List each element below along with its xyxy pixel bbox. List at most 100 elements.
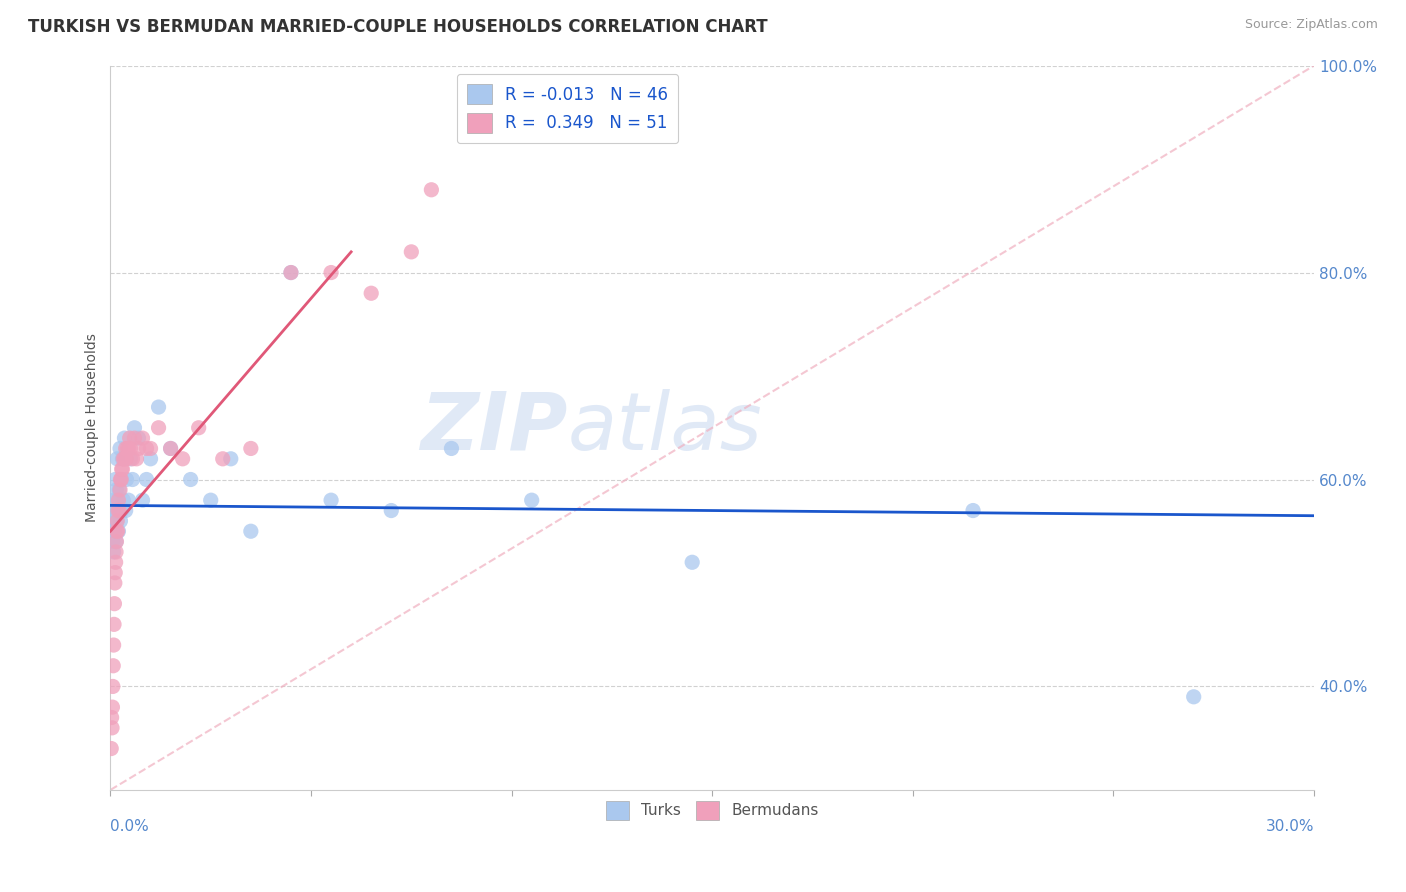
- Point: [105, 514, 128, 528]
- Point: [101, 534, 124, 549]
- Point: [128, 431, 150, 445]
- Point: [420, 183, 443, 197]
- Point: [107, 493, 129, 508]
- Point: [319, 266, 342, 280]
- Point: [131, 493, 153, 508]
- Point: [108, 483, 131, 497]
- Point: [101, 700, 124, 714]
- Point: [105, 534, 128, 549]
- Point: [239, 442, 262, 456]
- Point: [101, 721, 124, 735]
- Point: [107, 524, 129, 539]
- Point: [103, 597, 125, 611]
- Text: atlas: atlas: [568, 389, 762, 467]
- Point: [219, 451, 242, 466]
- Point: [239, 524, 262, 539]
- Point: [319, 493, 342, 508]
- Point: [114, 451, 136, 466]
- Point: [1182, 690, 1205, 704]
- Point: [111, 462, 134, 476]
- Point: [139, 451, 162, 466]
- Point: [103, 658, 125, 673]
- Point: [104, 566, 127, 580]
- Legend: Turks, Bermudans: Turks, Bermudans: [600, 795, 825, 826]
- Text: ZIP: ZIP: [420, 389, 568, 467]
- Point: [103, 524, 125, 539]
- Point: [120, 442, 142, 456]
- Point: [103, 545, 125, 559]
- Point: [200, 493, 222, 508]
- Point: [117, 442, 139, 456]
- Point: [180, 473, 202, 487]
- Point: [121, 473, 143, 487]
- Point: [105, 524, 128, 539]
- Point: [118, 431, 141, 445]
- Point: [114, 442, 136, 456]
- Point: [187, 421, 209, 435]
- Point: [108, 442, 131, 456]
- Point: [111, 462, 134, 476]
- Point: [125, 451, 148, 466]
- Point: [280, 266, 302, 280]
- Point: [107, 524, 129, 539]
- Point: [104, 555, 127, 569]
- Point: [128, 442, 150, 456]
- Point: [135, 473, 157, 487]
- Point: [103, 638, 125, 652]
- Point: [111, 503, 134, 517]
- Point: [110, 473, 132, 487]
- Point: [111, 451, 134, 466]
- Point: [380, 503, 402, 517]
- Point: [104, 576, 127, 591]
- Point: [440, 442, 463, 456]
- Point: [159, 442, 181, 456]
- Point: [360, 286, 382, 301]
- Point: [105, 545, 128, 559]
- Y-axis label: Married-couple Households: Married-couple Households: [86, 334, 100, 522]
- Point: [124, 431, 146, 445]
- Point: [520, 493, 543, 508]
- Point: [104, 473, 127, 487]
- Point: [112, 451, 135, 466]
- Point: [139, 442, 162, 456]
- Point: [101, 680, 124, 694]
- Point: [105, 514, 128, 528]
- Point: [107, 493, 129, 508]
- Point: [114, 503, 136, 517]
- Point: [103, 514, 125, 528]
- Point: [117, 493, 139, 508]
- Point: [107, 503, 129, 517]
- Point: [100, 741, 122, 756]
- Text: Source: ZipAtlas.com: Source: ZipAtlas.com: [1244, 18, 1378, 31]
- Point: [115, 451, 138, 466]
- Point: [110, 473, 132, 487]
- Point: [401, 244, 423, 259]
- Point: [211, 451, 233, 466]
- Point: [108, 483, 131, 497]
- Point: [101, 503, 124, 517]
- Point: [110, 514, 132, 528]
- Point: [100, 710, 122, 724]
- Point: [148, 400, 170, 414]
- Point: [135, 442, 157, 456]
- Point: [115, 473, 138, 487]
- Point: [114, 431, 136, 445]
- Text: 30.0%: 30.0%: [1265, 819, 1315, 834]
- Text: 0.0%: 0.0%: [111, 819, 149, 834]
- Point: [103, 493, 125, 508]
- Point: [112, 493, 135, 508]
- Text: TURKISH VS BERMUDAN MARRIED-COUPLE HOUSEHOLDS CORRELATION CHART: TURKISH VS BERMUDAN MARRIED-COUPLE HOUSE…: [28, 18, 768, 36]
- Point: [105, 534, 128, 549]
- Point: [120, 451, 142, 466]
- Point: [681, 555, 703, 569]
- Point: [103, 617, 125, 632]
- Point: [148, 421, 170, 435]
- Point: [172, 451, 194, 466]
- Point: [105, 451, 128, 466]
- Point: [117, 442, 139, 456]
- Point: [124, 421, 146, 435]
- Point: [104, 503, 127, 517]
- Point: [110, 473, 132, 487]
- Point: [131, 431, 153, 445]
- Point: [280, 266, 302, 280]
